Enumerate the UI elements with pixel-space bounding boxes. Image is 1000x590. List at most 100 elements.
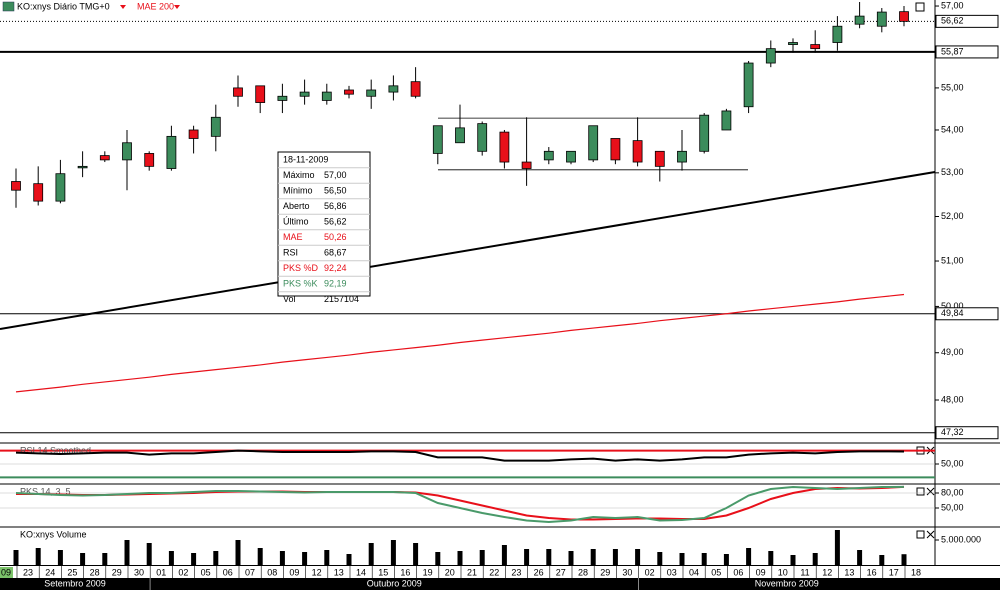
tooltip-label: Mínimo [283,185,313,195]
tooltip-box [277,151,371,297]
x-tick-label: 21 [467,567,477,577]
x-tick-label: 28 [578,567,588,577]
volume-bar [879,555,885,565]
tooltip-value: 92,19 [324,278,347,288]
candle-body [721,110,732,131]
candle-body [788,42,798,45]
volume-bar [346,554,352,565]
y-tick-label: 48,00 [941,394,964,404]
candle-body [277,95,288,101]
candle-body [299,91,310,97]
x-tick-label: 23 [23,567,33,577]
volume-bar [124,540,130,565]
candle-body [11,181,21,191]
x-tick-label: 16 [400,567,410,577]
x-tick-label: 20 [445,567,455,577]
volume-bar [279,551,285,565]
volume-bar [368,543,374,565]
x-tick-label: 25 [67,567,77,577]
indicator-line [15,485,905,524]
x-tick-label: 01 [156,567,166,577]
y-tick-label: 50,00 [941,502,964,512]
x-tick-label: 02 [645,567,655,577]
candle-body [77,165,88,169]
candle-body [765,48,776,64]
x-tick-label: 05 [201,567,211,577]
volume-bar [501,545,507,565]
candle-body [632,140,643,163]
panel-maximize[interactable] [916,530,925,539]
symbol-icon[interactable] [2,1,15,12]
start-label: 09 [1,567,11,577]
candle-body [876,11,887,27]
price-label: 47,32 [941,427,964,437]
candle-body [122,142,132,161]
y-tick-label: 54,00 [941,124,964,134]
candle-body [366,89,377,97]
x-tick-label: 06 [733,567,743,577]
symbol-title[interactable]: KO:xnys Diário TMG+0 [17,1,110,11]
x-tick-label: 05 [711,567,721,577]
panel-close[interactable] [926,487,935,496]
month-label: Outubro 2009 [367,578,422,588]
tooltip: 18-11-2009 Máximo 57,00 Mínimo 56,50 Aberto 56… [277,151,371,304]
volume-bar [635,549,641,565]
candle-body [499,131,510,163]
volume-bar [13,550,19,565]
tooltip-value: 92,24 [324,263,347,273]
volume-bar [657,552,663,565]
indicator-title[interactable]: MAE 200 [137,1,174,11]
volume-bar [790,555,796,565]
volume-bar [768,551,774,565]
x-tick-label: 27 [556,567,566,577]
y-tick-label: 50,00 [941,458,964,468]
y-tick-label: 80,00 [941,487,964,497]
tooltip-value: 56,50 [324,185,347,195]
volume-bar [257,548,263,565]
panel-title: KO:xnys Volume [20,529,87,539]
tooltip-label: PKS %K [283,278,318,288]
dropdown-arrow[interactable] [120,5,126,9]
x-tick-label: 26 [534,567,544,577]
dropdown-arrow[interactable] [174,5,180,9]
price-label: 56,62 [941,16,964,26]
y-tick-label: 52,00 [941,211,964,221]
candle-body [566,150,576,163]
volume-bar [746,548,752,565]
volume-bar [146,543,152,565]
x-tick-label: 30 [622,567,632,577]
candle-body [832,25,843,43]
x-tick-label: 30 [134,567,144,577]
volume-bar [413,543,419,565]
candle-body [255,85,266,103]
x-tick-label: 07 [245,567,255,577]
x-tick-label: 04 [689,567,699,577]
candle-body [521,161,532,169]
maximize-button[interactable] [915,2,925,12]
panel-maximize[interactable] [916,487,925,496]
y-tick-label: 50,00 [941,301,964,311]
volume-bar [457,551,463,565]
candle-body [810,44,821,50]
x-tick-label: 12 [312,567,322,577]
x-tick-label: 09 [289,567,299,577]
x-tick-label: 22 [489,567,499,577]
volume-bar [57,550,63,565]
candle-body [166,135,177,169]
x-tick-label: 12 [822,567,832,577]
volume-bar [102,553,108,565]
x-axis-band [0,566,935,578]
candle-body [854,15,865,25]
price-label-box [935,45,999,59]
volume-bar [191,553,197,565]
candle-body [344,89,354,95]
y-tick-label: 55,00 [941,82,964,92]
panel-close[interactable] [926,530,935,539]
tooltip-value: 56,62 [324,216,347,226]
candle-body [321,91,332,101]
volume-bar [324,550,330,565]
price-label-box [935,426,999,440]
price-label-box [935,14,999,28]
candle-body [55,173,66,202]
